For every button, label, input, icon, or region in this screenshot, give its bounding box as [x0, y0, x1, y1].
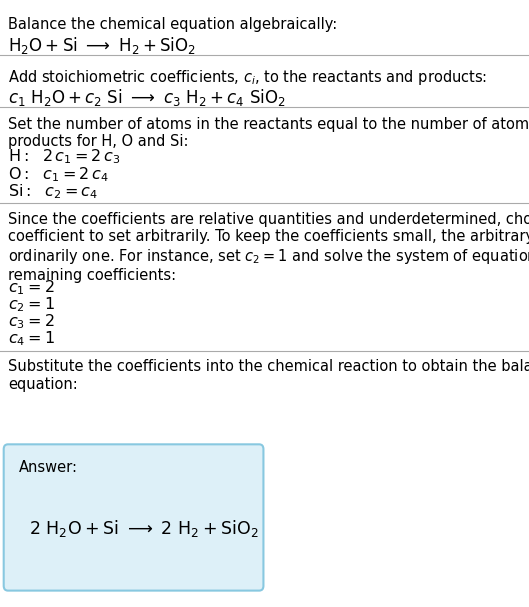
- Text: $c_1 = 2$: $c_1 = 2$: [8, 279, 54, 297]
- Text: $c_2 = 1$: $c_2 = 1$: [8, 296, 54, 314]
- Text: $c_4 = 1$: $c_4 = 1$: [8, 330, 54, 348]
- Text: Set the number of atoms in the reactants equal to the number of atoms in the
pro: Set the number of atoms in the reactants…: [8, 117, 529, 149]
- Text: Since the coefficients are relative quantities and underdetermined, choose a
coe: Since the coefficients are relative quan…: [8, 212, 529, 283]
- Text: $2\ \mathregular{H_2O} + \mathregular{Si}\ \longrightarrow\ 2\ \mathregular{H_2}: $2\ \mathregular{H_2O} + \mathregular{Si…: [29, 518, 259, 539]
- Text: $\mathregular{Si:}\ \ c_2 = c_4$: $\mathregular{Si:}\ \ c_2 = c_4$: [8, 183, 98, 202]
- Text: $c_3 = 2$: $c_3 = 2$: [8, 313, 54, 331]
- Text: Add stoichiometric coefficients, $c_i$, to the reactants and products:: Add stoichiometric coefficients, $c_i$, …: [8, 68, 487, 87]
- FancyBboxPatch shape: [4, 444, 263, 591]
- Text: Substitute the coefficients into the chemical reaction to obtain the balanced
eq: Substitute the coefficients into the che…: [8, 359, 529, 392]
- Text: Balance the chemical equation algebraically:: Balance the chemical equation algebraica…: [8, 17, 337, 32]
- Text: $\mathregular{H:}\ \ 2\,c_1 = 2\,c_3$: $\mathregular{H:}\ \ 2\,c_1 = 2\,c_3$: [8, 148, 121, 166]
- Text: $\mathregular{O:}\ \ c_1 = 2\,c_4$: $\mathregular{O:}\ \ c_1 = 2\,c_4$: [8, 165, 108, 184]
- Text: $c_1\ \mathregular{H_2O} + c_2\ \mathregular{Si}\ \longrightarrow\ c_3\ \mathreg: $c_1\ \mathregular{H_2O} + c_2\ \mathreg…: [8, 87, 286, 108]
- Text: $\mathregular{H_2O + Si \ \longrightarrow \ H_2 + SiO_2}$: $\mathregular{H_2O + Si \ \longrightarro…: [8, 35, 196, 56]
- Text: Answer:: Answer:: [19, 460, 78, 475]
